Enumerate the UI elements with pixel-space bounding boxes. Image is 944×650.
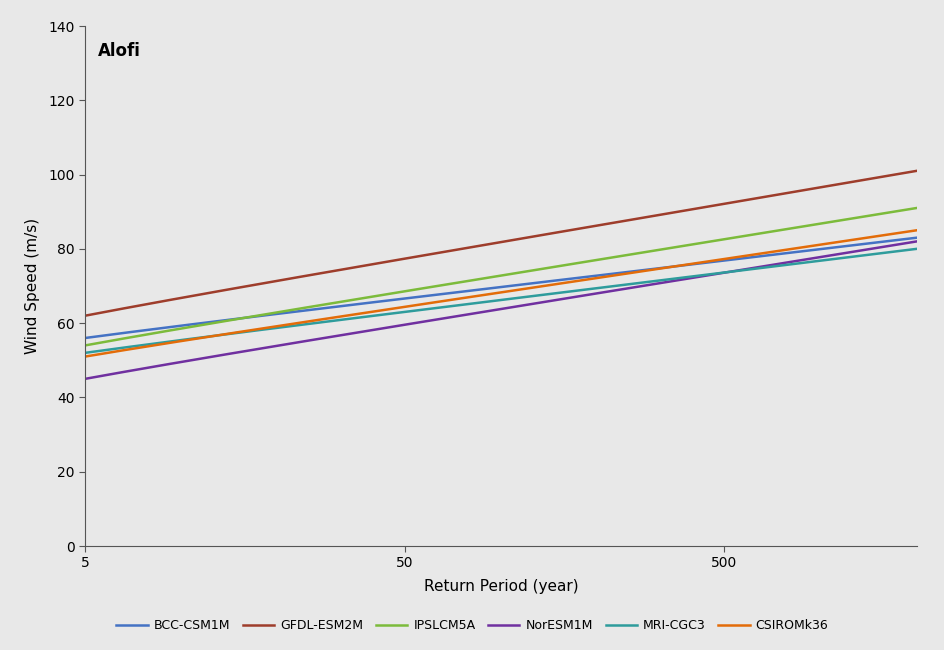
CSIROMk36	[760, 249, 771, 257]
CSIROMk36	[479, 291, 490, 298]
BCC-CSM1M	[79, 334, 91, 342]
Line: IPSLCM5A: IPSLCM5A	[85, 208, 916, 345]
BCC-CSM1M	[474, 285, 485, 293]
GFDL-ESM2M	[890, 170, 902, 178]
GFDL-ESM2M	[479, 241, 490, 249]
CSIROMk36	[574, 277, 585, 285]
NorESM1M	[760, 262, 771, 270]
GFDL-ESM2M	[760, 192, 771, 200]
X-axis label: Return Period (year): Return Period (year)	[423, 578, 578, 593]
MRI-CGC3	[890, 248, 902, 255]
MRI-CGC3	[474, 299, 485, 307]
Line: BCC-CSM1M: BCC-CSM1M	[85, 238, 916, 338]
GFDL-ESM2M	[529, 232, 540, 240]
Line: CSIROMk36: CSIROMk36	[85, 230, 916, 357]
IPSLCM5A	[79, 341, 91, 349]
NorESM1M	[574, 292, 585, 300]
IPSLCM5A	[760, 228, 771, 236]
CSIROMk36	[890, 229, 902, 237]
MRI-CGC3	[760, 263, 771, 271]
MRI-CGC3	[479, 298, 490, 306]
GFDL-ESM2M	[574, 225, 585, 233]
IPSLCM5A	[890, 207, 902, 215]
IPSLCM5A	[529, 266, 540, 274]
Text: Alofi: Alofi	[97, 42, 141, 60]
IPSLCM5A	[479, 274, 490, 282]
Legend: BCC-CSM1M, GFDL-ESM2M, IPSLCM5A, NorESM1M, MRI-CGC3, CSIROMk36: BCC-CSM1M, GFDL-ESM2M, IPSLCM5A, NorESM1…	[111, 614, 833, 637]
CSIROMk36	[79, 353, 91, 361]
NorESM1M	[529, 300, 540, 307]
BCC-CSM1M	[479, 285, 490, 292]
NorESM1M	[890, 240, 902, 248]
BCC-CSM1M	[910, 234, 921, 242]
CSIROMk36	[474, 292, 485, 300]
BCC-CSM1M	[529, 279, 540, 287]
NorESM1M	[79, 375, 91, 383]
NorESM1M	[479, 307, 490, 315]
IPSLCM5A	[474, 275, 485, 283]
BCC-CSM1M	[760, 252, 771, 259]
BCC-CSM1M	[574, 274, 585, 281]
Line: GFDL-ESM2M: GFDL-ESM2M	[85, 171, 916, 316]
IPSLCM5A	[574, 259, 585, 266]
GFDL-ESM2M	[79, 312, 91, 320]
GFDL-ESM2M	[474, 242, 485, 250]
BCC-CSM1M	[890, 236, 902, 244]
MRI-CGC3	[529, 292, 540, 300]
Line: MRI-CGC3: MRI-CGC3	[85, 249, 916, 353]
NorESM1M	[910, 237, 921, 245]
Y-axis label: Wind Speed (m/s): Wind Speed (m/s)	[25, 218, 40, 354]
MRI-CGC3	[910, 245, 921, 253]
NorESM1M	[474, 309, 485, 317]
Line: NorESM1M: NorESM1M	[85, 241, 916, 379]
MRI-CGC3	[79, 349, 91, 357]
CSIROMk36	[529, 283, 540, 291]
IPSLCM5A	[910, 204, 921, 212]
GFDL-ESM2M	[910, 167, 921, 175]
CSIROMk36	[910, 226, 921, 234]
MRI-CGC3	[574, 287, 585, 294]
